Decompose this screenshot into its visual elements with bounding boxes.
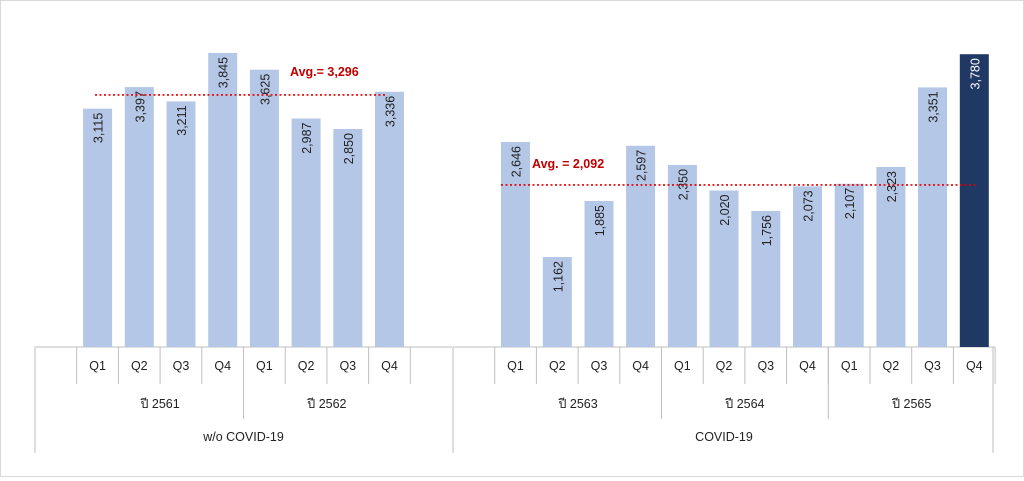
data-label: 3,351 xyxy=(927,91,941,122)
bar xyxy=(709,190,739,347)
data-label: 3,397 xyxy=(133,91,147,122)
bar xyxy=(918,87,947,348)
data-label: 2,020 xyxy=(718,194,732,225)
data-label: 1,756 xyxy=(760,215,774,246)
data-label: 3,115 xyxy=(92,113,106,143)
data-label: 2,107 xyxy=(843,188,857,219)
data-label: 3,780 xyxy=(968,58,982,89)
year-label: ปี 2561 xyxy=(140,397,180,411)
tick-label: Q3 xyxy=(757,359,774,373)
tick-label: Q4 xyxy=(632,359,649,373)
year-label: ปี 2562 xyxy=(307,397,347,411)
bar xyxy=(959,54,989,347)
bar xyxy=(166,101,196,348)
data-label: 2,987 xyxy=(300,122,314,153)
data-label: 2,350 xyxy=(676,169,690,200)
bar xyxy=(375,91,404,347)
tick-label: Q1 xyxy=(89,359,106,373)
tick-label: Q2 xyxy=(298,359,315,373)
bar xyxy=(542,257,572,347)
bar xyxy=(249,69,279,347)
data-label: 1,162 xyxy=(551,261,565,292)
bar xyxy=(793,186,822,347)
data-label: 3,625 xyxy=(258,74,272,105)
tick-label: Q4 xyxy=(214,359,231,373)
tick-label: Q4 xyxy=(966,359,983,373)
data-label: 3,336 xyxy=(384,96,398,127)
bar xyxy=(333,129,363,347)
tick-label: Q3 xyxy=(924,359,941,373)
tick-label: Q1 xyxy=(674,359,691,373)
bar xyxy=(584,201,614,347)
tick-label: Q2 xyxy=(883,359,900,373)
data-label: 3,845 xyxy=(217,57,231,88)
data-label: 3,211 xyxy=(175,105,189,135)
bar xyxy=(208,52,238,348)
year-label: ปี 2563 xyxy=(558,397,598,411)
bar xyxy=(876,167,906,347)
tick-label: Q3 xyxy=(591,359,608,373)
year-label: ปี 2565 xyxy=(892,397,932,411)
tick-label: Q3 xyxy=(339,359,356,373)
year-label: ปี 2564 xyxy=(725,397,765,411)
bar xyxy=(501,142,530,347)
average-label: Avg.= 3,296 xyxy=(290,65,359,79)
data-label: 2,850 xyxy=(342,133,356,164)
tick-label: Q2 xyxy=(549,359,566,373)
data-label: 1,885 xyxy=(593,205,607,236)
data-label: 2,323 xyxy=(885,171,899,202)
tick-label: Q3 xyxy=(173,359,190,373)
tick-label: Q1 xyxy=(256,359,273,373)
tick-label: Q4 xyxy=(381,359,398,373)
group-label: COVID-19 xyxy=(695,430,753,444)
tick-label: Q1 xyxy=(507,359,524,373)
bar xyxy=(124,87,154,347)
bar xyxy=(667,164,697,347)
tick-label: Q4 xyxy=(799,359,816,373)
bar xyxy=(83,108,113,347)
data-label: 2,646 xyxy=(510,146,524,177)
data-label: 2,597 xyxy=(635,150,649,181)
bar xyxy=(291,118,321,347)
bar xyxy=(834,183,864,347)
tick-label: Q2 xyxy=(716,359,733,373)
group-label: w/o COVID-19 xyxy=(202,430,284,444)
average-label: Avg. = 2,092 xyxy=(532,157,604,171)
bar xyxy=(626,145,656,347)
tick-label: Q2 xyxy=(131,359,148,373)
bar xyxy=(751,211,781,347)
data-label: 2,073 xyxy=(802,190,816,221)
tick-label: Q1 xyxy=(841,359,858,373)
